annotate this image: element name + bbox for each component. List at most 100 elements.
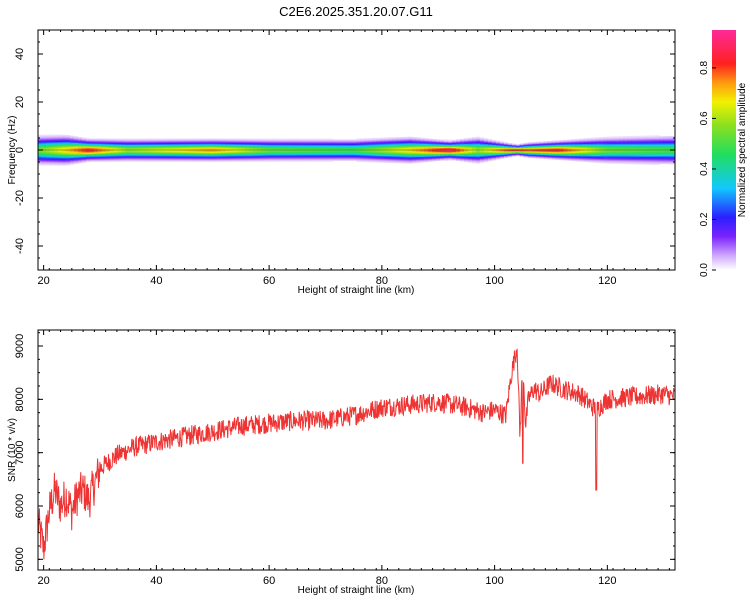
- heatmap-cell: [340, 145, 346, 147]
- heatmap-cell: [475, 155, 481, 157]
- heatmap-cell: [511, 146, 517, 147]
- heatmap-cell: [97, 159, 103, 161]
- heatmap-cell: [201, 152, 206, 154]
- heatmap-cell: [41, 138, 47, 140]
- heatmap-cell: [448, 158, 453, 160]
- heatmap-cell: [595, 140, 600, 142]
- heatmap-cell: [408, 152, 413, 154]
- heatmap-cell: [519, 154, 525, 156]
- heatmap-cell: [38, 162, 43, 165]
- heatmap-cell: [579, 148, 585, 150]
- heatmap-cell: [607, 145, 612, 148]
- heatmap-cell: [89, 140, 95, 142]
- heatmap-cell: [463, 151, 469, 154]
- heatmap-cell: [491, 156, 497, 158]
- heatmap-cell: [252, 147, 258, 149]
- heatmap-cell: [400, 138, 405, 141]
- heatmap-cell: [312, 142, 318, 145]
- heatmap-cell: [284, 157, 290, 160]
- heatmap-cell: [336, 143, 342, 146]
- heatmap-cell: [332, 159, 338, 161]
- heatmap-cell: [384, 140, 389, 142]
- heatmap-cell: [320, 140, 326, 142]
- heatmap-cell: [117, 153, 123, 155]
- heatmap-cell: [77, 151, 83, 154]
- heatmap-cell: [61, 157, 67, 159]
- heatmap-cell: [292, 150, 298, 153]
- heatmap-cell: [165, 160, 170, 162]
- heatmap-cell: [41, 153, 47, 155]
- heatmap-cell: [659, 159, 664, 161]
- heatmap-cell: [245, 150, 250, 152]
- heatmap-cell: [404, 160, 409, 162]
- heatmap-cell: [428, 156, 433, 158]
- heatmap-cell: [416, 160, 421, 162]
- heatmap-cell: [495, 152, 501, 154]
- heatmap-cell: [105, 147, 111, 149]
- heatmap-cell: [93, 152, 99, 154]
- heatmap-cell: [372, 146, 378, 148]
- heatmap-cell: [264, 157, 270, 159]
- heatmap-cell: [607, 150, 612, 152]
- heatmap-cell: [344, 153, 350, 155]
- heatmap-cell: [117, 159, 123, 161]
- heatmap-cell: [460, 156, 465, 158]
- heatmap-cell: [452, 155, 457, 157]
- heatmap-cell: [304, 147, 310, 149]
- heatmap-cell: [121, 157, 127, 159]
- heatmap-cell: [635, 151, 640, 153]
- heatmap-cell: [288, 146, 294, 148]
- heatmap-cell: [400, 162, 405, 164]
- heatmap-cell: [85, 151, 91, 153]
- heatmap-cell: [555, 145, 561, 147]
- heatmap-cell: [145, 143, 151, 146]
- heatmap-cell: [487, 151, 493, 153]
- heatmap-cell: [69, 150, 75, 152]
- heatmap-cell: [607, 141, 612, 144]
- heatmap-cell: [519, 154, 525, 156]
- heatmap-cell: [308, 156, 314, 158]
- heatmap-cell: [583, 150, 589, 153]
- heatmap-cell: [475, 145, 481, 148]
- heatmap-cell: [57, 137, 63, 139]
- heatmap-cell: [153, 141, 159, 143]
- heatmap-cell: [671, 160, 675, 162]
- heatmap-cell: [412, 152, 417, 155]
- heatmap-cell: [567, 157, 573, 159]
- heatmap-cell: [471, 144, 477, 146]
- heatmap-cell: [284, 145, 290, 147]
- heatmap-cell: [101, 152, 107, 154]
- heatmap-cell: [45, 140, 51, 143]
- heatmap-cell: [105, 160, 111, 162]
- heatmap-cell: [460, 141, 465, 143]
- heatmap-cell: [73, 153, 79, 155]
- heatmap-cell: [109, 147, 115, 149]
- heatmap-cell: [463, 142, 469, 144]
- heatmap-cell: [651, 136, 656, 138]
- heatmap-cell: [264, 150, 270, 153]
- heatmap-cell: [41, 148, 47, 151]
- heatmap-cell: [388, 150, 393, 153]
- heatmap-cell: [85, 140, 91, 142]
- heatmap-cell: [651, 138, 656, 141]
- heatmap-cell: [41, 140, 47, 143]
- heatmap-cell: [571, 141, 577, 143]
- heatmap-cell: [264, 141, 270, 143]
- heatmap-cell: [563, 141, 569, 143]
- heatmap-cell: [81, 150, 87, 153]
- heatmap-cell: [471, 140, 477, 142]
- heatmap-cell: [189, 150, 194, 152]
- heatmap-cell: [241, 151, 246, 153]
- heatmap-cell: [260, 140, 266, 142]
- snr-ytick-label: 5000: [14, 547, 26, 571]
- heatmap-cell: [412, 138, 417, 140]
- heatmap-cell: [499, 148, 505, 150]
- heatmap-cell: [57, 160, 63, 163]
- heatmap-cell: [121, 146, 127, 148]
- heatmap-cell: [563, 140, 569, 142]
- heatmap-cell: [531, 151, 537, 153]
- heatmap-cell: [563, 150, 569, 152]
- heatmap-cell: [193, 138, 198, 140]
- heatmap-cell: [607, 153, 612, 155]
- heatmap-cell: [121, 140, 127, 142]
